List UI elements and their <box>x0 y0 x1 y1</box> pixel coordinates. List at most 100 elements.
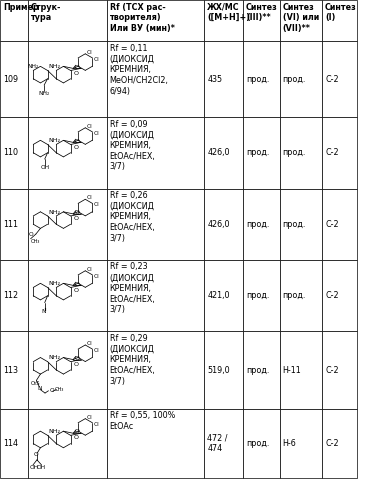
Bar <box>0 332 28 409</box>
Bar <box>322 41 357 117</box>
Bar <box>280 409 322 478</box>
Text: прод.: прод. <box>246 291 269 300</box>
Text: NH₂: NH₂ <box>49 138 61 143</box>
Text: OH: OH <box>29 465 39 470</box>
Bar <box>204 0 243 41</box>
Text: 426,0: 426,0 <box>207 220 230 229</box>
Text: прод.: прод. <box>246 74 269 84</box>
Text: O: O <box>74 144 79 150</box>
Text: Rf = 0,26
(ДИОКСИД
КРЕМНИЯ,
EtOAc/HEX,
3/7): Rf = 0,26 (ДИОКСИД КРЕМНИЯ, EtOAc/HEX, 3… <box>110 191 155 243</box>
Text: O: O <box>75 64 80 70</box>
Text: ЖХ/МС
([M+H]+): ЖХ/МС ([M+H]+) <box>207 2 250 22</box>
Text: прод.: прод. <box>246 220 269 229</box>
Text: O: O <box>75 430 80 434</box>
Text: N: N <box>41 309 46 314</box>
Text: NH₂: NH₂ <box>39 90 50 96</box>
Text: Синтез
(III)**: Синтез (III)** <box>246 2 277 22</box>
Bar <box>280 0 322 41</box>
Bar <box>0 260 28 332</box>
Bar <box>280 332 322 409</box>
Text: O₂S: O₂S <box>31 381 40 386</box>
Text: Cl: Cl <box>94 348 100 353</box>
Text: NH₂: NH₂ <box>49 210 61 215</box>
Text: O: O <box>74 362 79 367</box>
Bar <box>28 41 107 117</box>
Bar <box>243 409 280 478</box>
Bar <box>204 260 243 332</box>
Text: C-2: C-2 <box>325 291 339 300</box>
Bar <box>107 0 204 41</box>
Bar <box>243 117 280 188</box>
Bar <box>243 0 280 41</box>
Text: прод.: прод. <box>246 439 269 448</box>
Text: Cl: Cl <box>94 274 100 279</box>
Text: O: O <box>28 232 33 237</box>
Text: 113: 113 <box>3 366 18 374</box>
Bar <box>28 188 107 260</box>
Bar <box>280 260 322 332</box>
Text: Cl: Cl <box>94 57 100 62</box>
Bar <box>28 0 107 41</box>
Text: O: O <box>75 282 80 286</box>
Text: Струк-
тура: Струк- тура <box>31 2 61 22</box>
Bar <box>107 41 204 117</box>
Bar <box>107 409 204 478</box>
Bar <box>204 188 243 260</box>
Text: прод.: прод. <box>283 74 306 84</box>
Bar <box>28 409 107 478</box>
Text: C-2: C-2 <box>325 220 339 229</box>
Text: Cl: Cl <box>87 50 92 55</box>
Text: прод.: прод. <box>246 148 269 157</box>
Bar <box>280 41 322 117</box>
Bar <box>204 117 243 188</box>
Text: Синтез
(VI) или
(VII)**: Синтез (VI) или (VII)** <box>283 2 319 33</box>
Text: Rf = 0,11
(ДИОКСИД
КРЕМНИЯ,
MeOH/CH2Cl2,
6/94): Rf = 0,11 (ДИОКСИД КРЕМНИЯ, MeOH/CH2Cl2,… <box>110 44 169 96</box>
Text: 519,0: 519,0 <box>207 366 230 374</box>
Text: Cl: Cl <box>87 415 92 420</box>
Text: CH₃: CH₃ <box>31 238 40 244</box>
Text: Пример: Пример <box>3 2 39 12</box>
Text: O: O <box>75 138 80 143</box>
Text: 426,0: 426,0 <box>207 148 230 157</box>
Text: Cl: Cl <box>94 131 100 136</box>
Text: NH₂: NH₂ <box>49 64 61 70</box>
Text: O: O <box>50 388 54 394</box>
Bar <box>107 188 204 260</box>
Text: NH₂: NH₂ <box>49 356 61 360</box>
Bar <box>322 409 357 478</box>
Text: прод.: прод. <box>283 291 306 300</box>
Text: прод.: прод. <box>283 148 306 157</box>
Text: Rf (ТСХ рас-
творителя)
Или ВУ (мин)*: Rf (ТСХ рас- творителя) Или ВУ (мин)* <box>110 2 174 33</box>
Text: NH₂: NH₂ <box>49 282 61 286</box>
Bar <box>204 332 243 409</box>
Bar <box>322 188 357 260</box>
Text: C-2: C-2 <box>325 74 339 84</box>
Bar <box>243 41 280 117</box>
Text: прод.: прод. <box>246 366 269 374</box>
Text: H-6: H-6 <box>283 439 297 448</box>
Bar <box>204 409 243 478</box>
Text: Cl: Cl <box>94 202 100 207</box>
Text: Cl: Cl <box>94 422 100 426</box>
Bar <box>107 260 204 332</box>
Text: Rf = 0,09
(ДИОКСИД
КРЕМНИЯ,
EtOAc/HEX,
3/7): Rf = 0,09 (ДИОКСИД КРЕМНИЯ, EtOAc/HEX, 3… <box>110 120 155 172</box>
Bar <box>322 0 357 41</box>
Text: Rf = 0,23
(ДИОКСИД
КРЕМНИЯ,
EtOAc/HEX,
3/7): Rf = 0,23 (ДИОКСИД КРЕМНИЯ, EtOAc/HEX, 3… <box>110 262 155 314</box>
Bar <box>243 188 280 260</box>
Text: 112: 112 <box>3 291 18 300</box>
Text: 435: 435 <box>207 74 222 84</box>
Bar <box>243 332 280 409</box>
Text: 110: 110 <box>3 148 18 157</box>
Text: Cl: Cl <box>87 196 92 200</box>
Text: Cl: Cl <box>87 124 92 129</box>
Bar <box>322 117 357 188</box>
Bar <box>28 332 107 409</box>
Text: Синтез
(I): Синтез (I) <box>325 2 357 22</box>
Bar <box>0 188 28 260</box>
Text: 472 /
474: 472 / 474 <box>207 434 228 454</box>
Text: C-2: C-2 <box>325 439 339 448</box>
Text: Cl: Cl <box>87 341 92 346</box>
Text: прод.: прод. <box>283 220 306 229</box>
Text: 114: 114 <box>3 439 18 448</box>
Text: 109: 109 <box>3 74 18 84</box>
